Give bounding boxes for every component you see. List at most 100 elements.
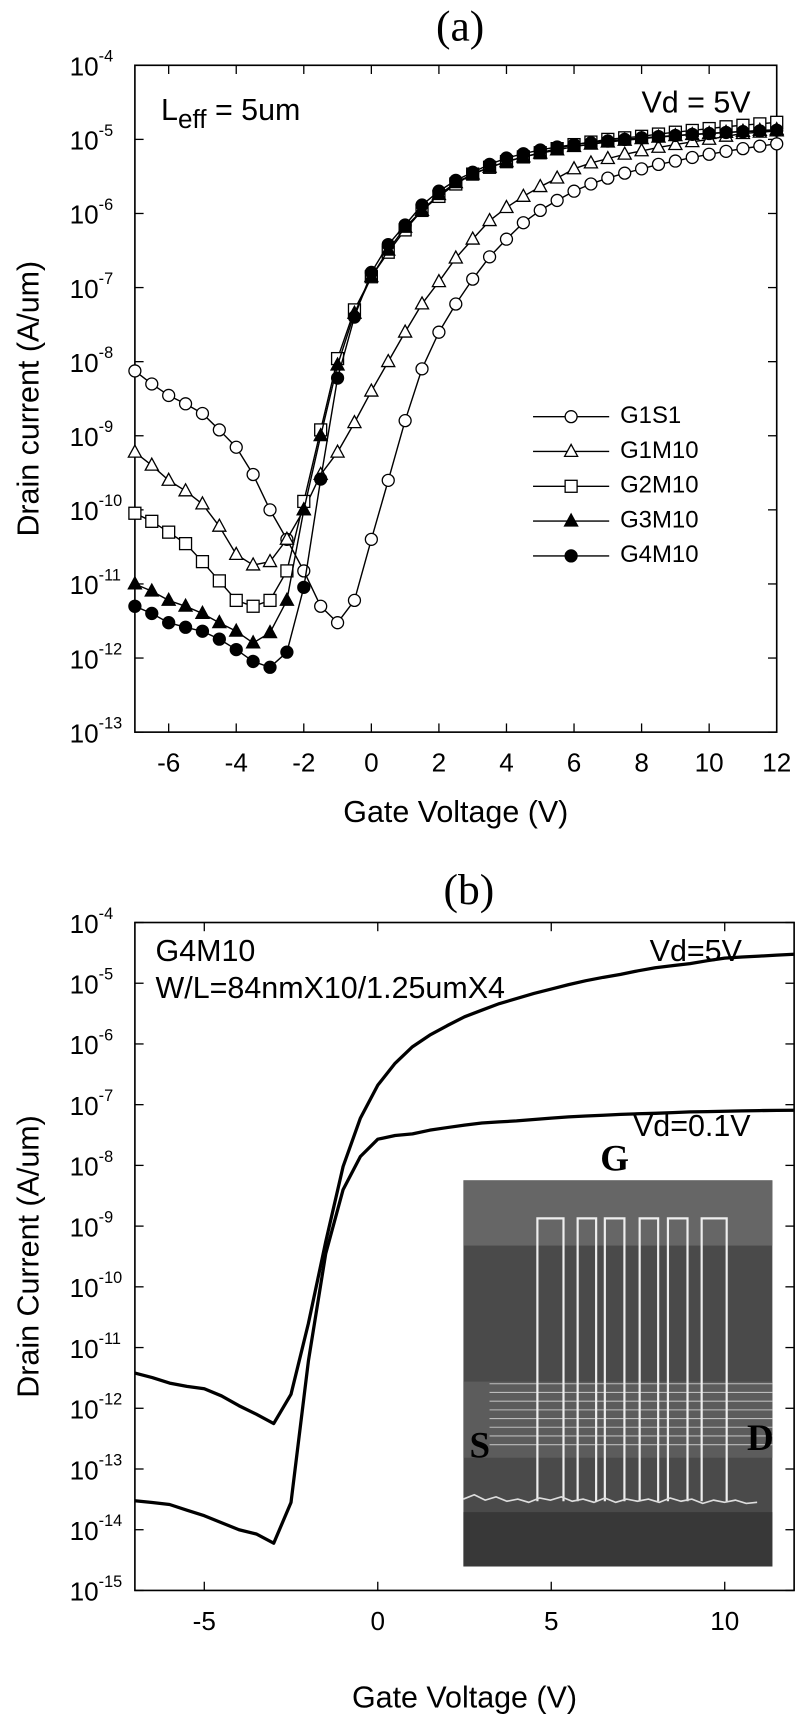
- marker: [144, 456, 160, 471]
- marker: [736, 142, 750, 156]
- marker: [650, 138, 667, 153]
- inset-label: G: [600, 1137, 629, 1178]
- y-tick-label: 10-4: [70, 905, 114, 938]
- y-tick-label: 10-5: [70, 122, 114, 155]
- plot-frame: [134, 921, 795, 1592]
- marker: [482, 250, 497, 264]
- legend-label: G4M10: [620, 541, 698, 568]
- legend-label: G3M10: [620, 506, 698, 533]
- marker: [263, 503, 277, 517]
- text-part: = 5um: [206, 93, 300, 127]
- marker: [144, 582, 160, 597]
- y-tick-label: 10-9: [70, 418, 114, 451]
- marker: [262, 553, 278, 568]
- x-tick-label: -2: [292, 748, 315, 778]
- text-part: eff: [178, 104, 207, 134]
- y-tick-label: 10-15: [70, 1573, 123, 1606]
- marker: [719, 144, 733, 158]
- marker: [499, 232, 514, 246]
- annotation: Vd = 5V: [641, 85, 751, 119]
- marker: [347, 310, 362, 324]
- marker: [600, 150, 616, 165]
- y-tick-label: 10-14: [70, 1512, 123, 1545]
- y-tick-label: 10-12: [70, 1391, 123, 1424]
- marker: [161, 471, 177, 486]
- marker: [398, 218, 412, 232]
- marker: [212, 423, 226, 437]
- x-tick-label: 6: [567, 748, 582, 778]
- marker: [634, 162, 649, 176]
- x-tick-label: 5: [544, 1606, 559, 1636]
- series-line: [134, 130, 777, 566]
- marker: [364, 532, 378, 546]
- marker: [330, 371, 345, 385]
- series-label: Vd=5V: [650, 934, 743, 968]
- marker: [550, 193, 564, 208]
- marker: [330, 616, 345, 630]
- marker: [564, 549, 578, 563]
- marker: [601, 171, 615, 185]
- marker: [466, 165, 480, 179]
- y-tick-label: 10-10: [70, 493, 123, 526]
- marker: [563, 512, 579, 527]
- legend-label: G1M10: [620, 437, 698, 464]
- marker: [432, 325, 446, 339]
- marker: [667, 136, 684, 151]
- marker: [128, 599, 142, 613]
- y-tick-label: 10-11: [70, 567, 121, 600]
- y-axis-label: Drain current (A/um): [12, 261, 46, 537]
- y-tick-label: 10-10: [70, 1270, 123, 1303]
- marker: [481, 212, 498, 227]
- marker: [465, 230, 481, 245]
- x-tick-label: 2: [432, 748, 447, 778]
- marker: [550, 140, 564, 154]
- marker: [145, 606, 159, 621]
- annotation: G4M10: [156, 934, 256, 968]
- marker: [736, 125, 750, 139]
- y-tick-label: 10-8: [70, 1148, 114, 1181]
- marker: [482, 157, 497, 172]
- marker: [229, 642, 243, 657]
- y-tick-label: 10-9: [70, 1209, 114, 1242]
- marker: [753, 124, 767, 138]
- marker: [397, 323, 413, 338]
- chart-title: (a): [436, 2, 484, 50]
- marker: [229, 440, 243, 454]
- marker: [668, 154, 683, 168]
- chart-title: (b): [443, 866, 494, 914]
- marker: [228, 622, 244, 637]
- x-tick-label: 0: [364, 748, 379, 778]
- marker: [279, 591, 295, 606]
- marker: [329, 443, 346, 458]
- y-tick-label: 10-5: [70, 966, 114, 999]
- text-part: W/L=84nmX10/1.25umX4: [156, 971, 505, 1005]
- marker: [618, 132, 632, 147]
- marker: [381, 473, 395, 488]
- marker: [618, 166, 632, 180]
- marker: [245, 556, 261, 571]
- marker: [533, 203, 547, 218]
- annotation: Leff = 5um: [161, 93, 300, 134]
- legend-label: G2M10: [620, 472, 698, 499]
- marker: [177, 482, 194, 497]
- marker: [162, 616, 176, 630]
- marker: [563, 443, 579, 458]
- series-line: [134, 129, 777, 669]
- x-tick-label: -4: [225, 748, 248, 778]
- marker: [617, 145, 633, 160]
- marker: [770, 137, 784, 151]
- marker: [279, 530, 295, 545]
- marker: [363, 382, 379, 397]
- x-axis-label: Gate Voltage (V): [352, 1680, 577, 1714]
- y-tick-label: 10-7: [70, 1087, 114, 1120]
- marker: [194, 604, 211, 619]
- x-tick-label: 10: [710, 1606, 739, 1636]
- marker: [567, 184, 581, 198]
- text-part: Vd = 5V: [641, 85, 751, 119]
- marker: [381, 237, 395, 252]
- text-part: G4M10: [156, 934, 256, 968]
- x-tick-label: 10: [695, 748, 724, 778]
- marker: [245, 634, 261, 649]
